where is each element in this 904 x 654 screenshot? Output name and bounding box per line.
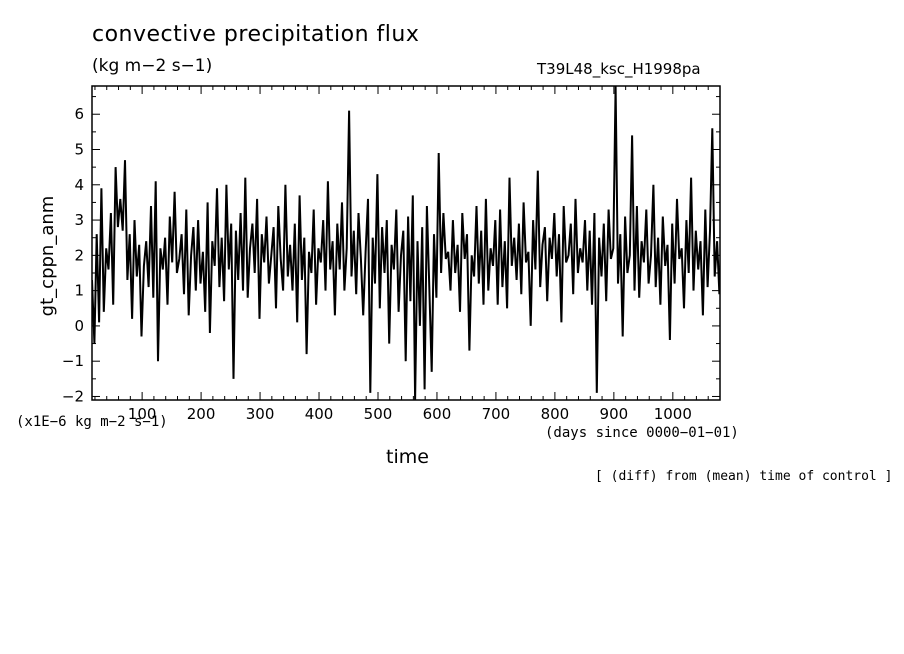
x-tick-label: 300 bbox=[246, 405, 275, 423]
y-tick-label: 3 bbox=[74, 211, 84, 229]
x-tick-label: 900 bbox=[600, 405, 629, 423]
footer-note: [ (diff) from (mean) time of control ] bbox=[595, 469, 893, 484]
y-tick-label: 5 bbox=[74, 141, 84, 159]
chart-units: (kg m−2 s−1) bbox=[92, 56, 213, 76]
y-tick-label: 0 bbox=[74, 317, 84, 335]
y-tick-label: 1 bbox=[74, 282, 84, 300]
plot-layer bbox=[92, 86, 720, 400]
y-tick-label: −1 bbox=[62, 352, 84, 370]
y-tick-label: 2 bbox=[74, 246, 84, 264]
axis-layer: 100 200 300 400 500 600 700 800 900 1000 −2 −1 0 1 2 3 4… bbox=[62, 85, 721, 423]
plot-frame bbox=[91, 85, 721, 401]
x-tick-label: 500 bbox=[364, 405, 393, 423]
x-tick-label: 200 bbox=[187, 405, 216, 423]
x-tick-label: 600 bbox=[423, 405, 452, 423]
x-tick-label: 700 bbox=[482, 405, 511, 423]
chart-title: convective precipitation flux bbox=[92, 22, 420, 47]
data-line-series-0 bbox=[92, 86, 720, 400]
x-tick-label: 100 bbox=[128, 405, 157, 423]
run-id: T39L48_ksc_H1998pa bbox=[537, 60, 701, 78]
y-tick-label: 6 bbox=[74, 105, 84, 123]
y-axis-label: gt_cppn_anm bbox=[37, 196, 58, 317]
y-tick-label: 4 bbox=[74, 176, 84, 194]
x-tick-label: 800 bbox=[541, 405, 570, 423]
x-axis-label: time bbox=[386, 446, 429, 468]
x-tick-label: 400 bbox=[305, 405, 334, 423]
y-tick-label: −2 bbox=[62, 387, 84, 405]
x-tick-label: 1000 bbox=[654, 405, 692, 423]
days-note: (days since 0000−01−01) bbox=[545, 425, 739, 441]
unit-note: (x1E−6 kg m−2 s−1) bbox=[16, 414, 168, 430]
